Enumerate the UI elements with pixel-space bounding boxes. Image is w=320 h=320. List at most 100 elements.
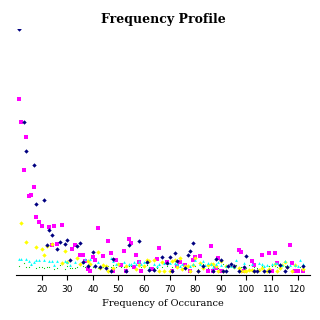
Point bbox=[223, 263, 228, 268]
Point bbox=[167, 254, 172, 260]
Point bbox=[280, 263, 285, 268]
Point bbox=[295, 268, 300, 273]
Point bbox=[113, 258, 118, 263]
Point bbox=[111, 259, 116, 264]
Point bbox=[290, 261, 295, 266]
Point bbox=[106, 268, 111, 273]
Point bbox=[103, 264, 108, 269]
Point bbox=[83, 256, 88, 261]
Point bbox=[72, 260, 77, 265]
Point bbox=[100, 262, 106, 268]
Point bbox=[131, 262, 136, 268]
Point bbox=[172, 251, 177, 256]
Point bbox=[213, 256, 218, 261]
Point bbox=[277, 262, 282, 267]
Point bbox=[218, 258, 223, 263]
Point bbox=[175, 265, 180, 270]
Point bbox=[103, 265, 108, 270]
Point bbox=[221, 261, 226, 267]
Point bbox=[34, 201, 39, 206]
Point bbox=[164, 261, 170, 266]
Point bbox=[170, 259, 175, 264]
Point bbox=[77, 261, 83, 267]
Point bbox=[90, 264, 95, 269]
Point bbox=[98, 265, 103, 270]
Point bbox=[208, 262, 213, 267]
Point bbox=[39, 223, 44, 228]
Point bbox=[298, 264, 303, 269]
Point bbox=[85, 265, 90, 270]
Point bbox=[292, 268, 298, 273]
Point bbox=[231, 263, 236, 268]
Point bbox=[42, 198, 47, 203]
Point bbox=[88, 262, 93, 267]
Point bbox=[259, 263, 264, 268]
Point bbox=[72, 243, 77, 248]
Point bbox=[159, 254, 164, 260]
Point bbox=[52, 267, 57, 272]
Point bbox=[228, 264, 234, 269]
Point bbox=[300, 261, 305, 267]
Point bbox=[221, 268, 226, 273]
Point bbox=[26, 264, 31, 269]
Point bbox=[239, 265, 244, 270]
Point bbox=[111, 262, 116, 268]
Point bbox=[52, 224, 57, 229]
Point bbox=[205, 260, 211, 265]
Point bbox=[72, 266, 77, 271]
Point bbox=[124, 268, 129, 273]
Point bbox=[249, 262, 254, 267]
Point bbox=[75, 244, 80, 249]
Point bbox=[118, 265, 124, 270]
Point bbox=[42, 266, 47, 271]
Point bbox=[292, 266, 298, 271]
Point bbox=[29, 262, 34, 267]
Point bbox=[44, 243, 49, 248]
Point bbox=[108, 264, 113, 269]
Point bbox=[208, 244, 213, 249]
Point bbox=[236, 247, 241, 252]
Point bbox=[257, 260, 262, 265]
Point bbox=[141, 259, 147, 264]
Point bbox=[124, 264, 129, 269]
Point bbox=[205, 268, 211, 273]
Point bbox=[244, 265, 249, 270]
Point bbox=[24, 135, 29, 140]
Point bbox=[287, 242, 292, 247]
Point bbox=[182, 264, 188, 269]
Point bbox=[21, 119, 26, 124]
Point bbox=[16, 257, 21, 262]
Point bbox=[185, 263, 190, 268]
Point bbox=[182, 266, 188, 271]
Point bbox=[285, 265, 290, 270]
Point bbox=[211, 268, 216, 273]
Point bbox=[254, 268, 259, 273]
Point bbox=[100, 264, 106, 269]
Point bbox=[134, 262, 139, 267]
Point bbox=[19, 220, 24, 225]
Point bbox=[182, 263, 188, 268]
Point bbox=[198, 253, 203, 258]
Point bbox=[134, 252, 139, 257]
Point bbox=[259, 252, 264, 257]
Point bbox=[234, 263, 239, 268]
Point bbox=[111, 265, 116, 270]
Point bbox=[24, 149, 29, 154]
Point bbox=[54, 265, 60, 270]
Point bbox=[275, 268, 280, 273]
Point bbox=[136, 259, 141, 264]
Point bbox=[34, 265, 39, 270]
Point bbox=[190, 257, 195, 262]
Point bbox=[239, 249, 244, 254]
Point bbox=[269, 268, 275, 273]
Point bbox=[285, 265, 290, 270]
Point bbox=[100, 254, 106, 259]
Point bbox=[231, 264, 236, 269]
Point bbox=[175, 261, 180, 267]
Point bbox=[193, 263, 198, 268]
Point bbox=[244, 254, 249, 259]
Point bbox=[144, 260, 149, 265]
Point bbox=[49, 243, 54, 248]
Point bbox=[298, 258, 303, 263]
Point bbox=[218, 257, 223, 262]
